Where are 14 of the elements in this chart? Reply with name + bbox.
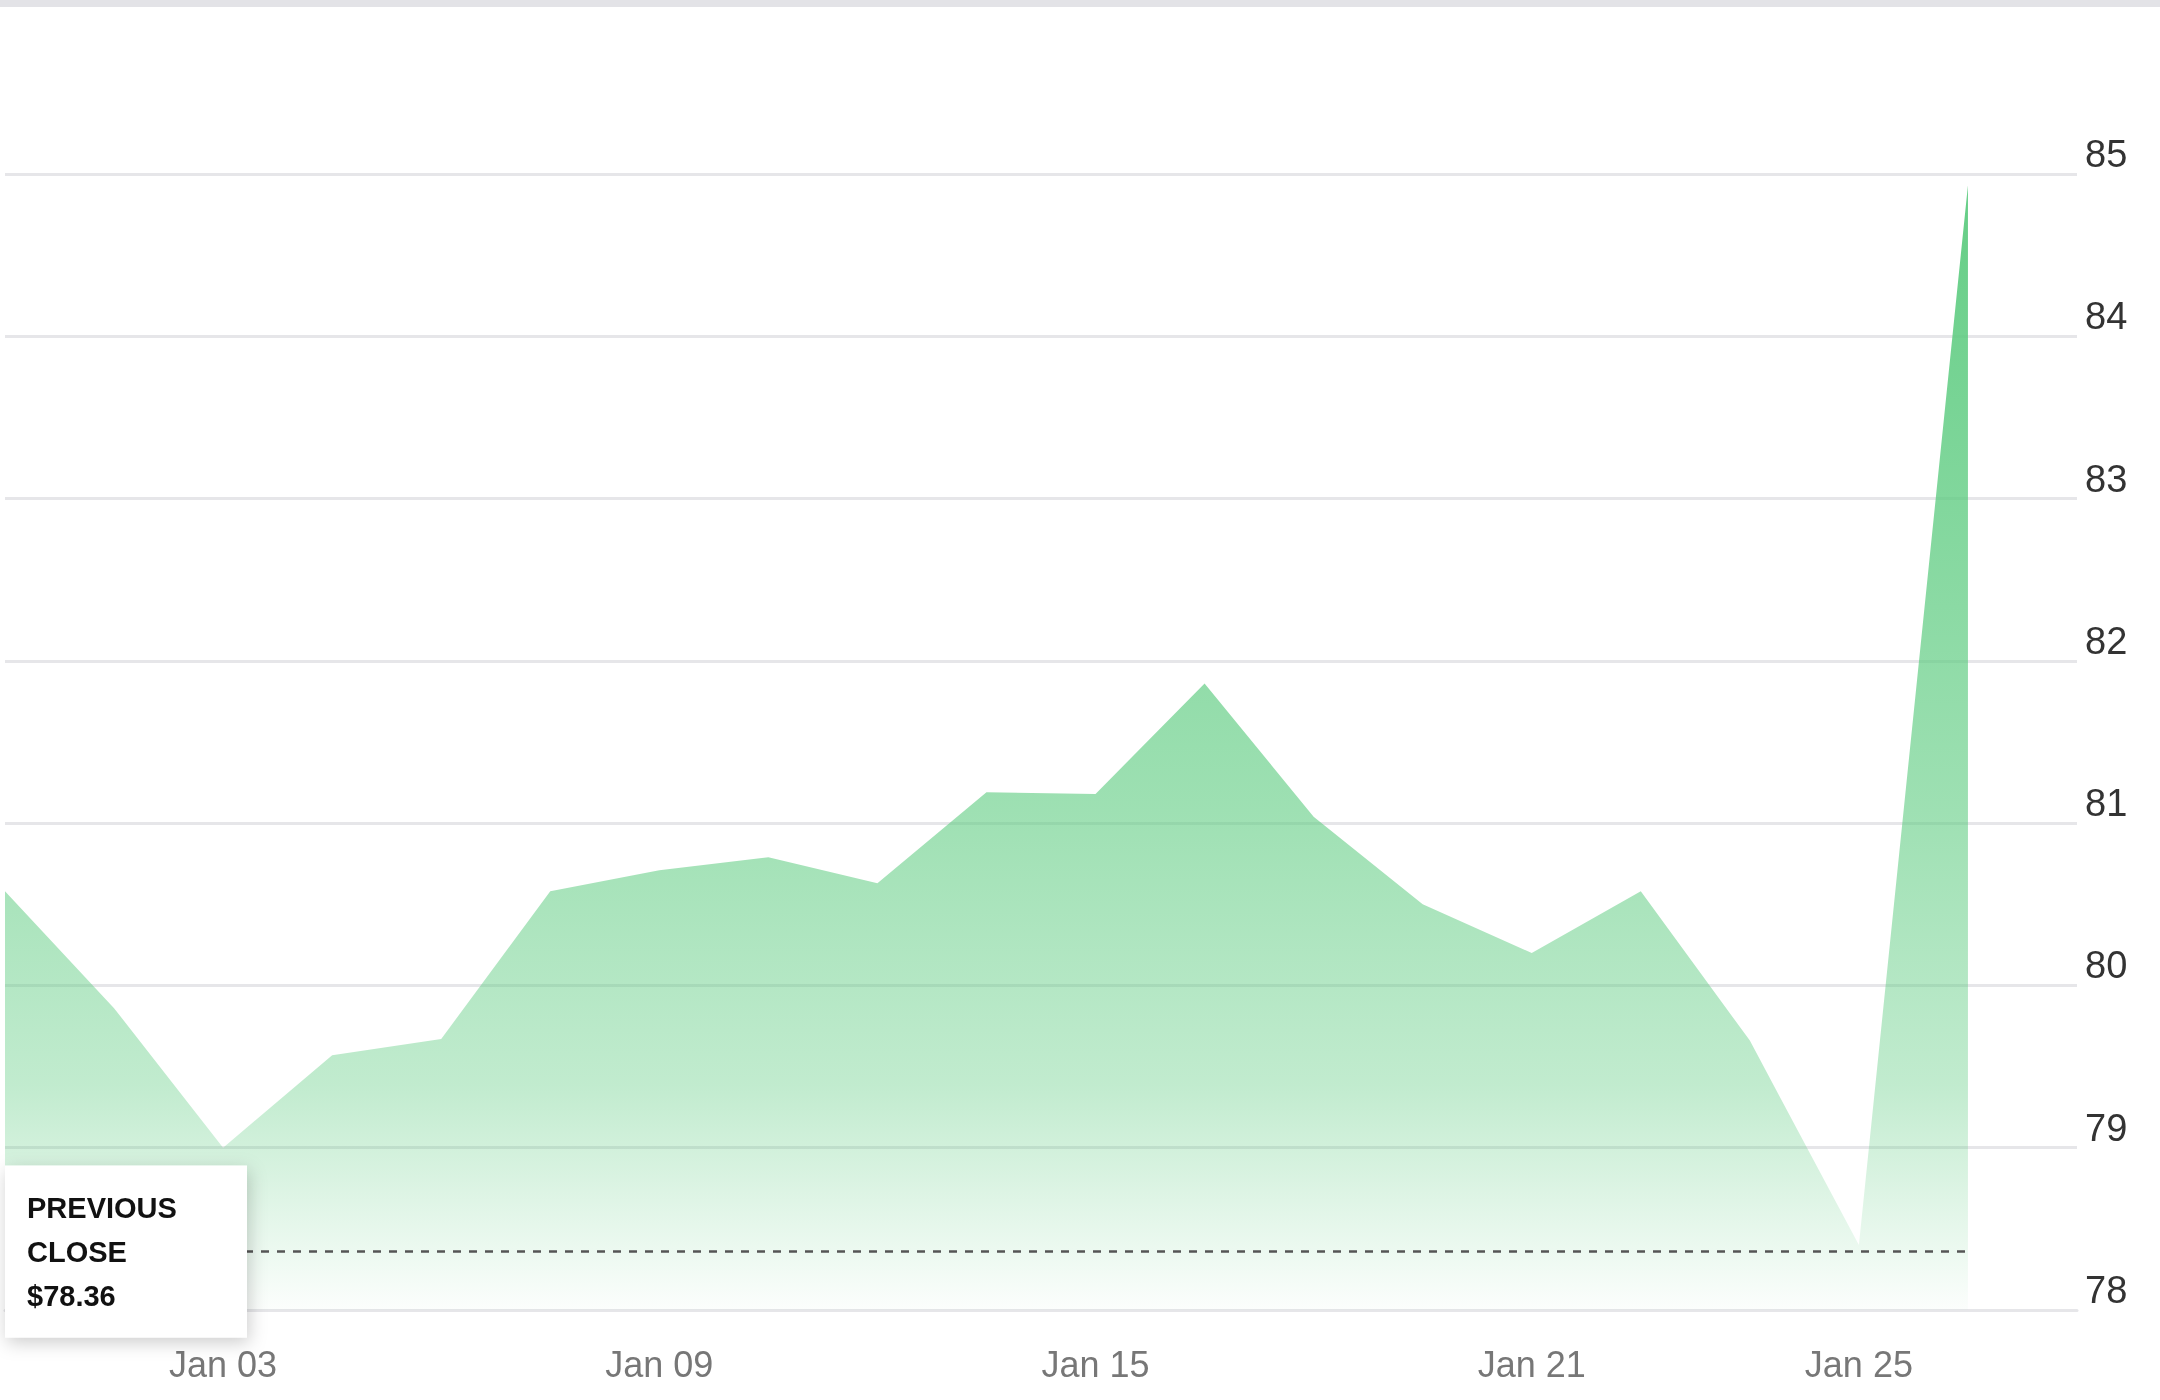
x-tick-label: Jan 25 (1804, 1343, 1913, 1385)
x-tick-label: Jan 09 (605, 1343, 714, 1385)
y-tick-label: 81 (2085, 782, 2128, 825)
ref-line-label: PREVIOUS CLOSE $78.36 (27, 1191, 185, 1312)
y-tick-label: 78 (2085, 1269, 2128, 1311)
y-tick-label: 79 (2085, 1106, 2128, 1149)
y-tick-label: 80 (2085, 944, 2128, 987)
y-tick-label: 82 (2085, 619, 2128, 662)
x-tick-label: Jan 15 (1041, 1343, 1150, 1385)
y-tick-label: 83 (2085, 457, 2128, 500)
y-tick-label: 85 (2085, 133, 2128, 175)
x-tick-label: Jan 21 (1477, 1343, 1586, 1385)
x-tick-label: Jan 03 (169, 1343, 278, 1385)
y-tick-label: 84 (2085, 295, 2128, 338)
